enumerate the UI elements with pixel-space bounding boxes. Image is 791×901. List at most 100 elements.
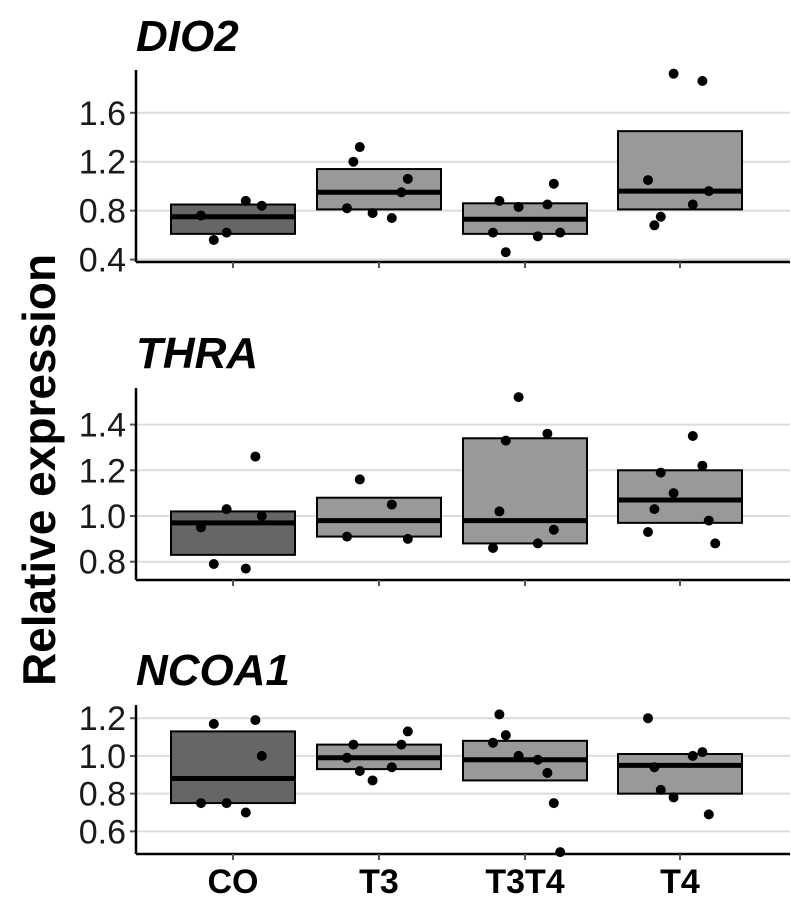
data-point: [655, 467, 666, 478]
data-point: [687, 199, 698, 210]
data-point: [342, 531, 352, 542]
panel-title: DIO2: [136, 12, 239, 61]
x-tick-label-t3: T3: [359, 863, 399, 901]
data-point: [548, 524, 559, 535]
y-axis-label: Relative expression: [13, 254, 65, 686]
data-point: [342, 752, 352, 763]
panel-thra: THRA 0.8 1.0 1.2 1.4: [79, 329, 790, 586]
box-t4: [617, 469, 743, 524]
data-point: [348, 156, 359, 167]
data-point: [250, 715, 261, 726]
data-point: [643, 713, 653, 724]
data-point: [386, 499, 397, 510]
data-point: [240, 563, 251, 574]
y-tick-label: 1.4: [79, 407, 126, 445]
data-point: [256, 200, 267, 211]
data-point: [396, 187, 407, 198]
data-point: [500, 247, 511, 258]
data-point: [494, 709, 505, 720]
panel-title: THRA: [136, 329, 258, 378]
y-tick-label: 0.8: [79, 544, 126, 582]
data-point: [697, 460, 708, 471]
x-tick-label-t4: T4: [660, 863, 700, 901]
box-t4: [617, 130, 743, 211]
data-point: [649, 220, 660, 231]
data-point: [643, 175, 653, 186]
data-point: [256, 511, 267, 521]
data-point: [542, 428, 553, 439]
data-point: [240, 807, 251, 818]
data-point: [196, 522, 206, 533]
data-point: [542, 199, 553, 210]
panel-title: NCOA1: [136, 646, 290, 695]
x-tick-label-co: CO: [208, 863, 259, 901]
box-t3: [316, 496, 442, 538]
data-point: [703, 809, 714, 820]
data-point: [367, 208, 378, 219]
y-tick-label: 1.2: [79, 452, 126, 490]
data-point: [402, 533, 413, 544]
data-point: [500, 435, 511, 446]
box-co: [170, 510, 296, 556]
box-t4: [617, 753, 743, 795]
data-point: [256, 750, 267, 761]
data-point: [697, 76, 708, 87]
data-point: [488, 543, 498, 553]
data-point: [196, 210, 206, 221]
data-point: [386, 762, 397, 773]
data-point: [208, 718, 219, 729]
data-point: [668, 68, 679, 79]
data-point: [697, 747, 708, 758]
box-co: [170, 730, 296, 805]
y-tick-label: 0.8: [79, 193, 126, 231]
data-point: [402, 173, 413, 184]
data-point: [710, 538, 721, 549]
y-tick-label: 0.6: [79, 813, 126, 851]
data-point: [649, 504, 660, 515]
data-point: [494, 506, 505, 517]
data-point: [703, 515, 714, 526]
data-point: [221, 798, 232, 809]
data-point: [548, 178, 559, 189]
panel-ncoa1: NCOA1 0.60.81.01.2: [79, 646, 790, 860]
data-point: [208, 234, 219, 245]
data-point: [500, 730, 511, 741]
data-point: [687, 750, 698, 761]
data-point: [221, 227, 232, 238]
data-point: [513, 392, 524, 403]
y-tick-label: 0.8: [79, 776, 126, 814]
data-point: [668, 488, 679, 499]
data-point: [196, 798, 206, 809]
x-tick-label-t3t4: T3T4: [485, 863, 564, 901]
data-point: [221, 504, 232, 515]
data-point: [488, 227, 498, 238]
data-point: [396, 739, 407, 750]
data-point: [354, 474, 365, 485]
box-t3: [316, 168, 442, 211]
data-point: [532, 231, 543, 242]
data-point: [655, 211, 666, 222]
data-point: [548, 798, 559, 809]
y-tick-label: 0.4: [79, 242, 126, 280]
data-point: [348, 739, 359, 750]
panel-dio2: DIO2 0.4 0.8 1.2 1.6: [79, 12, 790, 280]
x-axis-tick-labels: CO T3 T3T4 T4: [208, 863, 700, 901]
data-point: [643, 527, 653, 537]
data-point: [250, 451, 261, 462]
data-point: [342, 203, 352, 214]
data-point: [488, 737, 498, 748]
y-tick-label: 1.2: [79, 144, 126, 182]
data-point: [513, 201, 524, 212]
data-point: [555, 227, 566, 238]
data-point: [555, 847, 566, 858]
y-tick-label: 1.0: [79, 738, 126, 776]
data-point: [513, 750, 524, 761]
box-t3t4: [462, 437, 588, 545]
y-tick-label: 1.0: [79, 498, 126, 536]
data-point: [402, 726, 413, 737]
data-point: [354, 766, 365, 777]
data-point: [367, 775, 378, 786]
data-point: [208, 559, 219, 569]
data-point: [240, 195, 251, 206]
